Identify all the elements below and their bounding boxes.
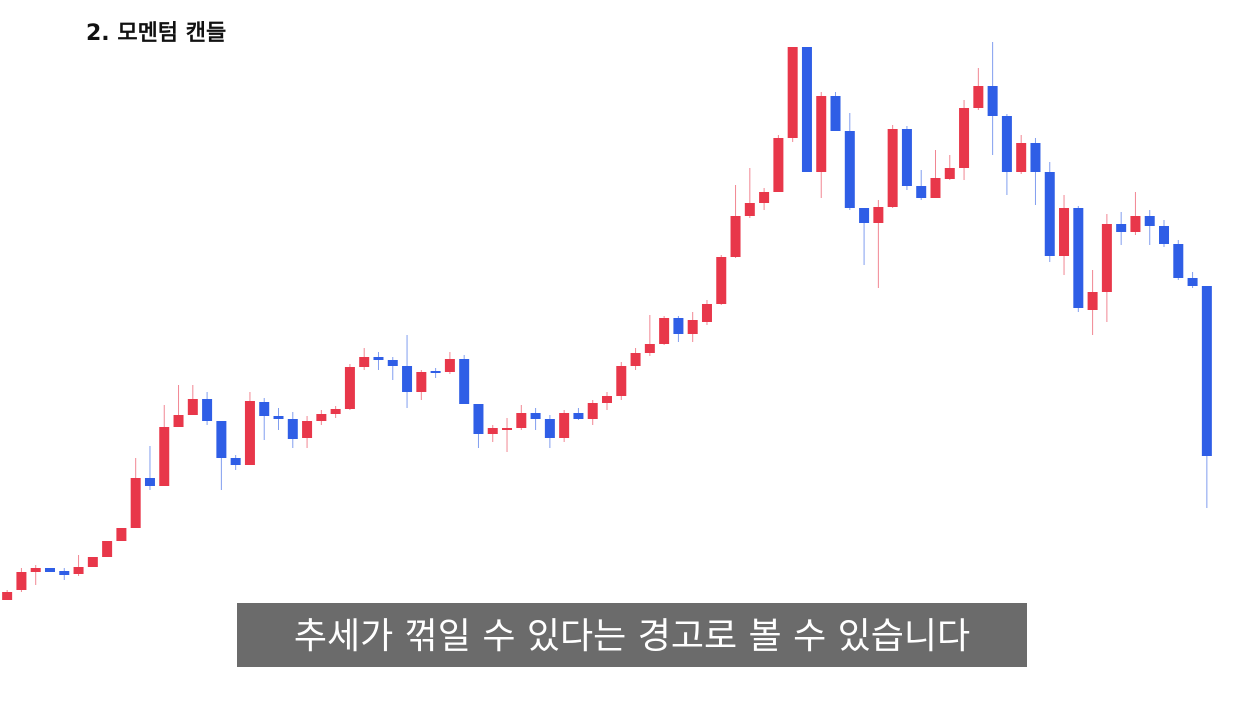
candle-body (416, 372, 427, 392)
candle-body (673, 318, 684, 334)
candle-body (1159, 226, 1170, 244)
candle-body (302, 421, 313, 438)
candles (2, 42, 1212, 600)
chart-title: 2. 모멘텀 캔들 (86, 21, 226, 46)
candle-body (16, 572, 27, 590)
candle-body (930, 178, 941, 198)
candle-body (959, 108, 970, 168)
candle-body (1044, 172, 1055, 256)
caption-box (237, 603, 1027, 667)
candle-body (1101, 224, 1112, 292)
candle-body (987, 86, 998, 116)
candle-body (1173, 244, 1184, 278)
candle-body (887, 129, 898, 207)
candle-body (230, 458, 241, 465)
candle-body (744, 203, 755, 216)
candle-body (1130, 216, 1141, 232)
candle-body (844, 131, 855, 208)
candle-body (187, 399, 198, 415)
candle-body (487, 428, 498, 434)
candle-body (102, 541, 113, 557)
candle-body (573, 413, 584, 419)
candle-body (159, 427, 170, 486)
candle-body (1001, 116, 1012, 172)
candle-body (316, 414, 327, 421)
candle-body (916, 186, 927, 198)
candle-body (273, 416, 284, 419)
candle-body (1073, 208, 1084, 308)
caption: 추세가 꺾일 수 있다는 경고로 볼 수 있습니다 (294, 616, 970, 657)
candle-body (644, 344, 655, 353)
candle-body (873, 207, 884, 223)
candle-body (116, 528, 127, 541)
candle-body (830, 96, 841, 131)
candle-body (559, 413, 570, 438)
candle-body (173, 415, 184, 427)
candle-body (1016, 143, 1027, 172)
candle-body (30, 568, 41, 572)
candle-body (701, 304, 712, 322)
candle-body (759, 192, 770, 203)
candle-body (259, 402, 270, 416)
candle-body (1201, 286, 1212, 456)
candle-body (716, 257, 727, 304)
candle-body (544, 419, 555, 438)
candle-body (344, 367, 355, 409)
candle-body (73, 567, 84, 574)
candle-body (330, 409, 341, 414)
candle-body (630, 353, 641, 366)
candle-body (816, 96, 827, 172)
candle-body (616, 366, 627, 396)
candle-body (944, 168, 955, 179)
candle-body (530, 413, 541, 419)
candle-body (973, 86, 984, 108)
candle-body (144, 478, 155, 486)
candle-body (1059, 208, 1070, 256)
candle-body (787, 47, 798, 138)
candle-body (502, 428, 513, 430)
candle-body (359, 357, 370, 367)
candle-body (901, 129, 912, 186)
candle-body (1187, 278, 1198, 286)
candle-body (659, 318, 670, 344)
candle-body (373, 357, 384, 360)
candle-body (730, 216, 741, 257)
candle-body (430, 371, 441, 373)
candle-body (59, 571, 70, 575)
candle-body (473, 404, 484, 434)
candle-body (1116, 224, 1127, 232)
candle-body (801, 47, 812, 172)
candle-body (244, 401, 255, 465)
candle-body (602, 396, 612, 403)
candle-body (459, 359, 470, 404)
candle-body (130, 478, 141, 528)
candle-body (287, 419, 298, 439)
candle-body (859, 208, 870, 223)
candle-body (202, 399, 213, 421)
candle-body (773, 138, 784, 192)
candle-body (687, 320, 698, 334)
candle-body (1087, 292, 1098, 310)
candle-body (387, 360, 398, 366)
candle-body (216, 421, 227, 458)
candle-body (402, 366, 413, 392)
candle-body (444, 359, 455, 372)
candle-body (587, 403, 598, 419)
candle-body (44, 568, 55, 572)
candle-body (1030, 143, 1041, 172)
candle-body (516, 413, 527, 428)
candle-body (1144, 216, 1155, 226)
candle-body (87, 557, 98, 567)
candle-body (2, 592, 13, 600)
